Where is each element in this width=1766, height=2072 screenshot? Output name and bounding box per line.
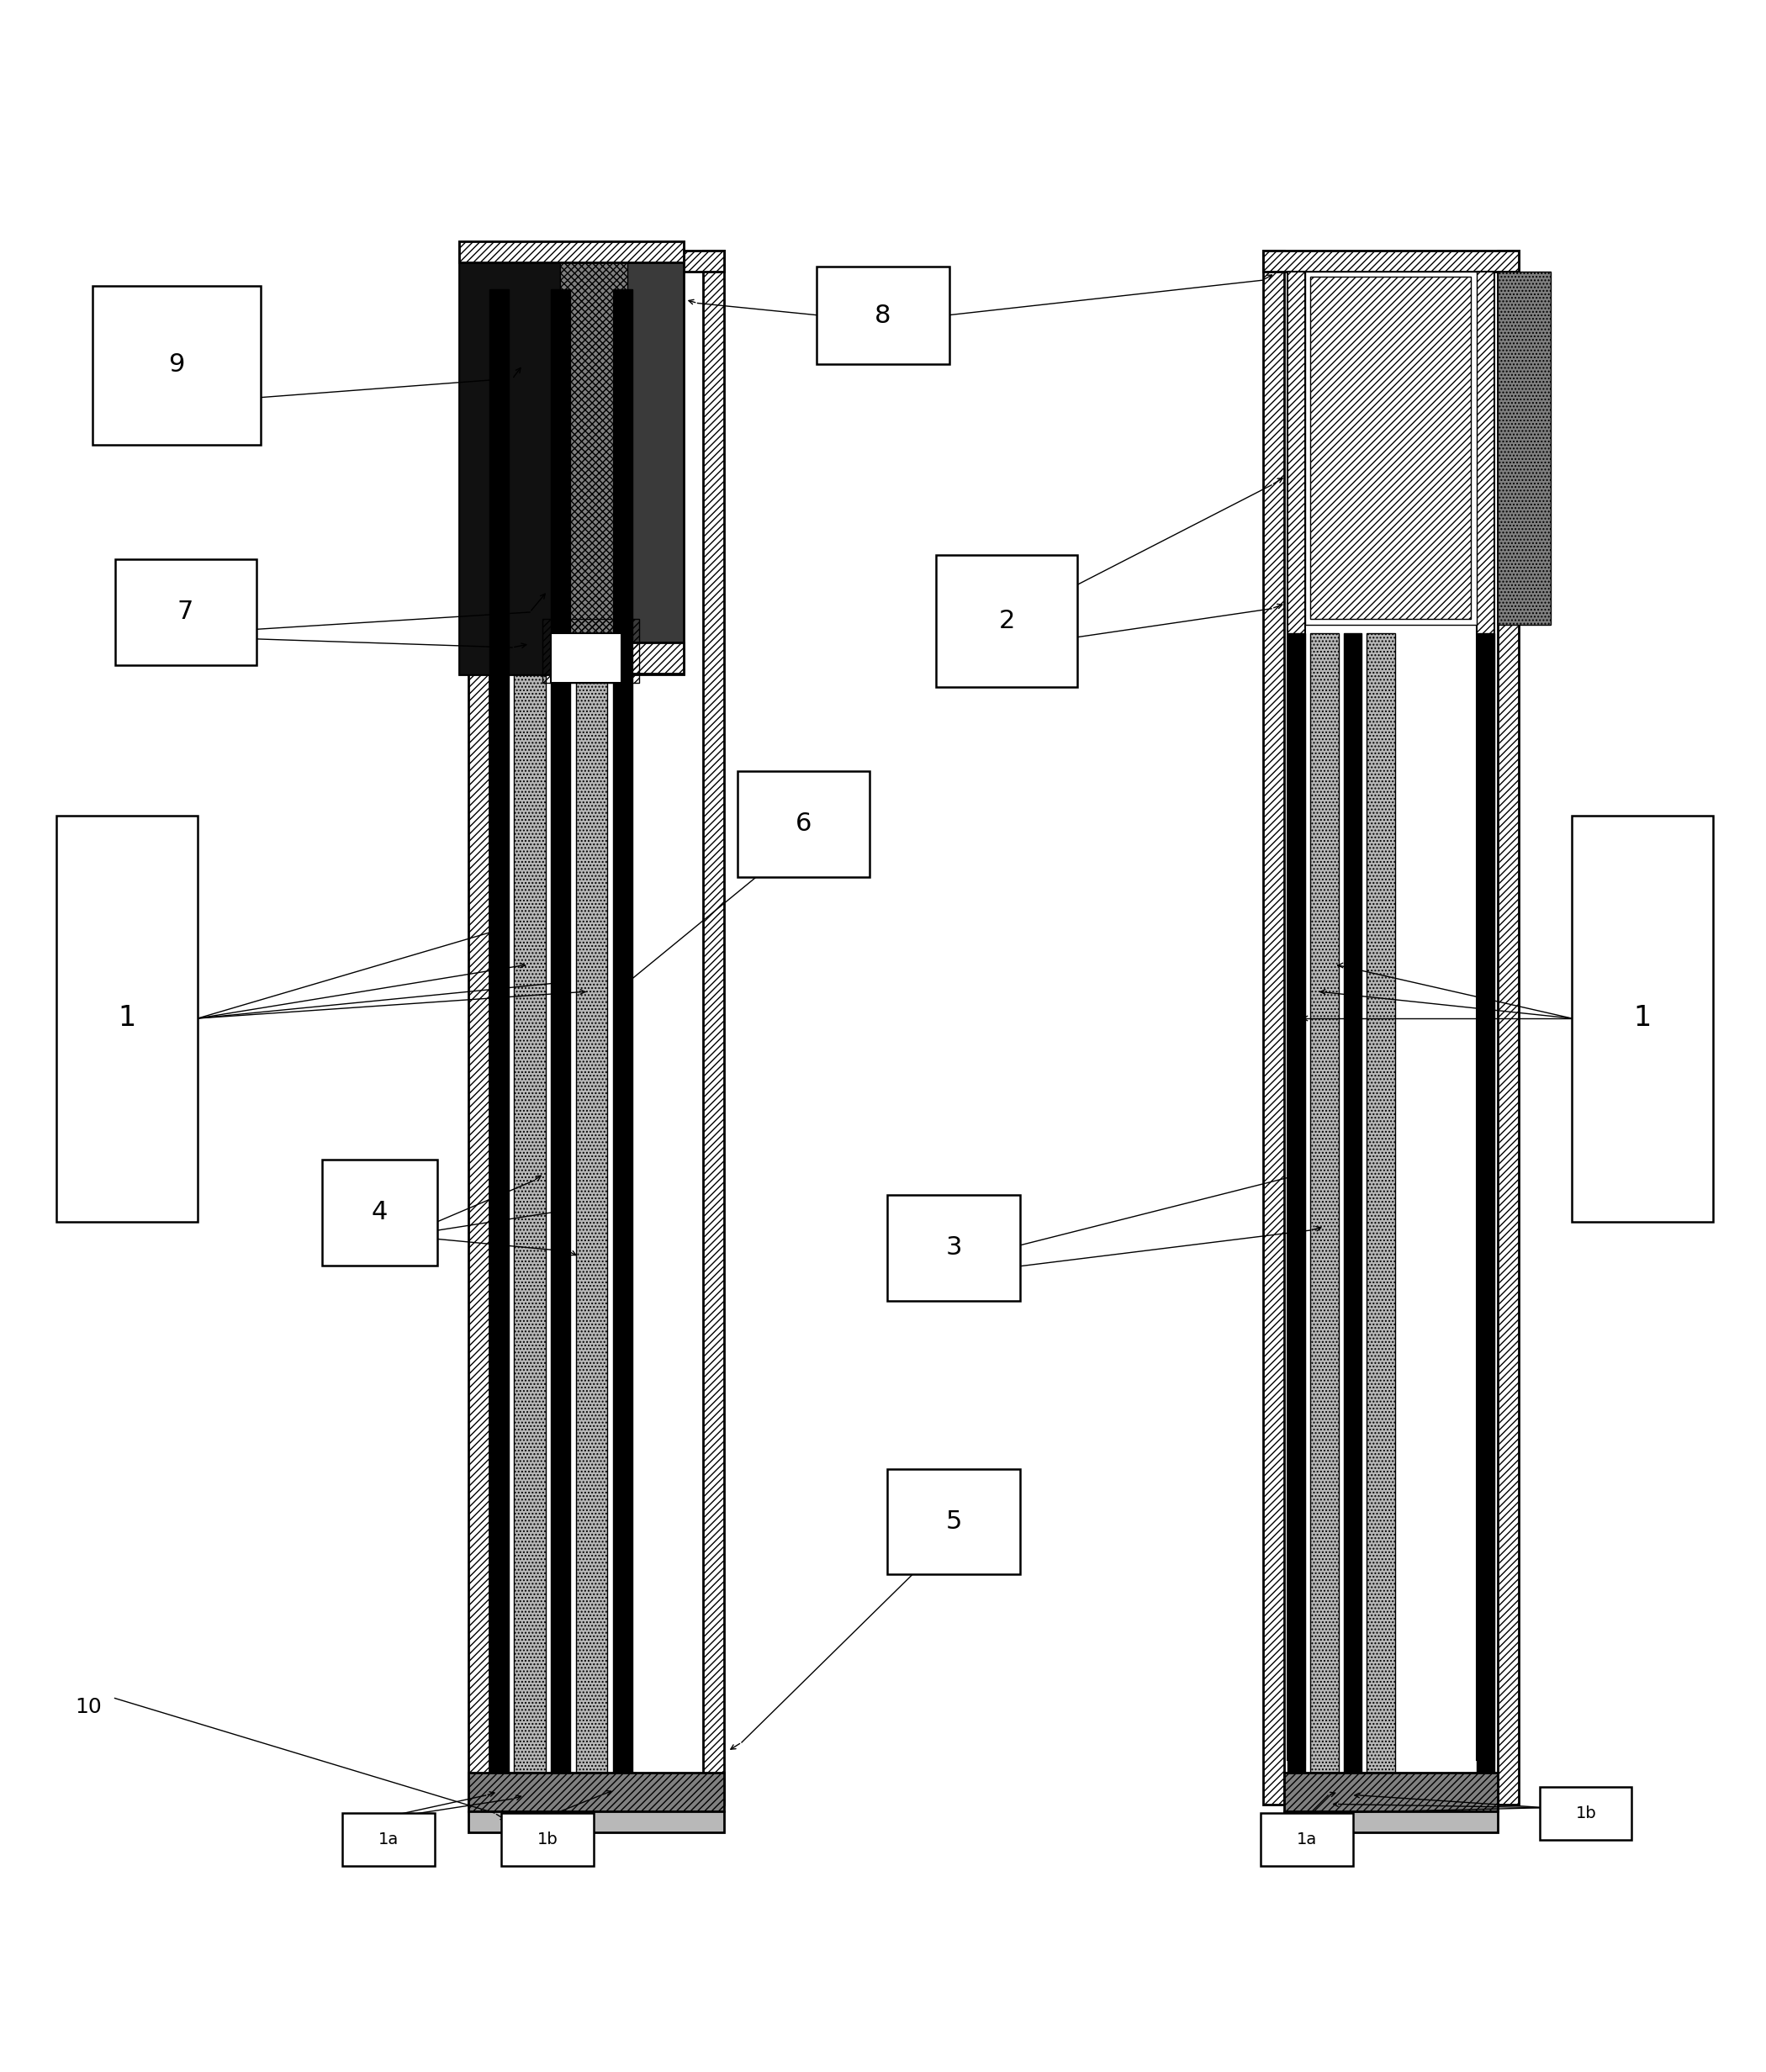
Bar [115, 559, 256, 665]
Bar [459, 240, 683, 263]
Bar [888, 1196, 1021, 1301]
Text: 1: 1 [118, 1005, 136, 1032]
Bar [459, 240, 560, 673]
Bar [1284, 1811, 1498, 1832]
Bar [542, 620, 639, 684]
Bar [57, 814, 198, 1220]
Bar [560, 240, 627, 673]
Bar [1263, 251, 1519, 271]
Bar [1476, 271, 1494, 1759]
Bar [1540, 1786, 1632, 1840]
Bar [1310, 278, 1471, 620]
Text: 1: 1 [1634, 1005, 1651, 1032]
Bar [613, 288, 632, 1772]
Bar [343, 1813, 434, 1867]
Bar [551, 288, 570, 1772]
Bar [321, 1160, 438, 1266]
Bar [816, 267, 950, 365]
Text: 7: 7 [177, 601, 194, 624]
Bar [489, 288, 509, 1772]
Bar [1284, 1772, 1498, 1811]
Text: 1a: 1a [1296, 1832, 1317, 1848]
Text: 3: 3 [945, 1235, 962, 1260]
Text: 2: 2 [998, 609, 1015, 634]
Bar [1344, 634, 1362, 1772]
Bar [551, 634, 622, 684]
Bar [576, 288, 608, 1772]
Bar [468, 251, 724, 271]
Bar [1367, 634, 1395, 1772]
Bar [1310, 634, 1339, 1772]
Text: 5: 5 [945, 1508, 962, 1533]
Bar [502, 1813, 593, 1867]
Bar [703, 251, 724, 1805]
Bar [1498, 251, 1519, 1805]
Bar [1263, 251, 1284, 1805]
Text: 4: 4 [371, 1200, 389, 1225]
Bar [1476, 634, 1494, 1772]
Text: 1b: 1b [1575, 1805, 1596, 1821]
Bar [560, 642, 683, 673]
Text: 1a: 1a [378, 1832, 399, 1848]
Bar [936, 555, 1077, 688]
Bar [514, 288, 546, 1772]
Bar [738, 771, 871, 876]
Bar [888, 1469, 1021, 1575]
Text: 8: 8 [874, 303, 892, 327]
Bar [1287, 271, 1305, 1759]
Text: 1b: 1b [537, 1832, 558, 1848]
Text: 9: 9 [168, 352, 185, 377]
Text: 10: 10 [74, 1697, 102, 1718]
Bar [1572, 814, 1713, 1220]
Bar [94, 286, 261, 443]
Bar [1498, 271, 1551, 624]
Bar [468, 251, 489, 1805]
Bar [468, 1811, 724, 1832]
Bar [468, 1772, 724, 1811]
Bar [459, 240, 683, 673]
Bar [1287, 634, 1305, 1772]
Text: 6: 6 [795, 812, 812, 837]
Bar [1261, 1813, 1353, 1867]
Bar [1305, 271, 1476, 624]
